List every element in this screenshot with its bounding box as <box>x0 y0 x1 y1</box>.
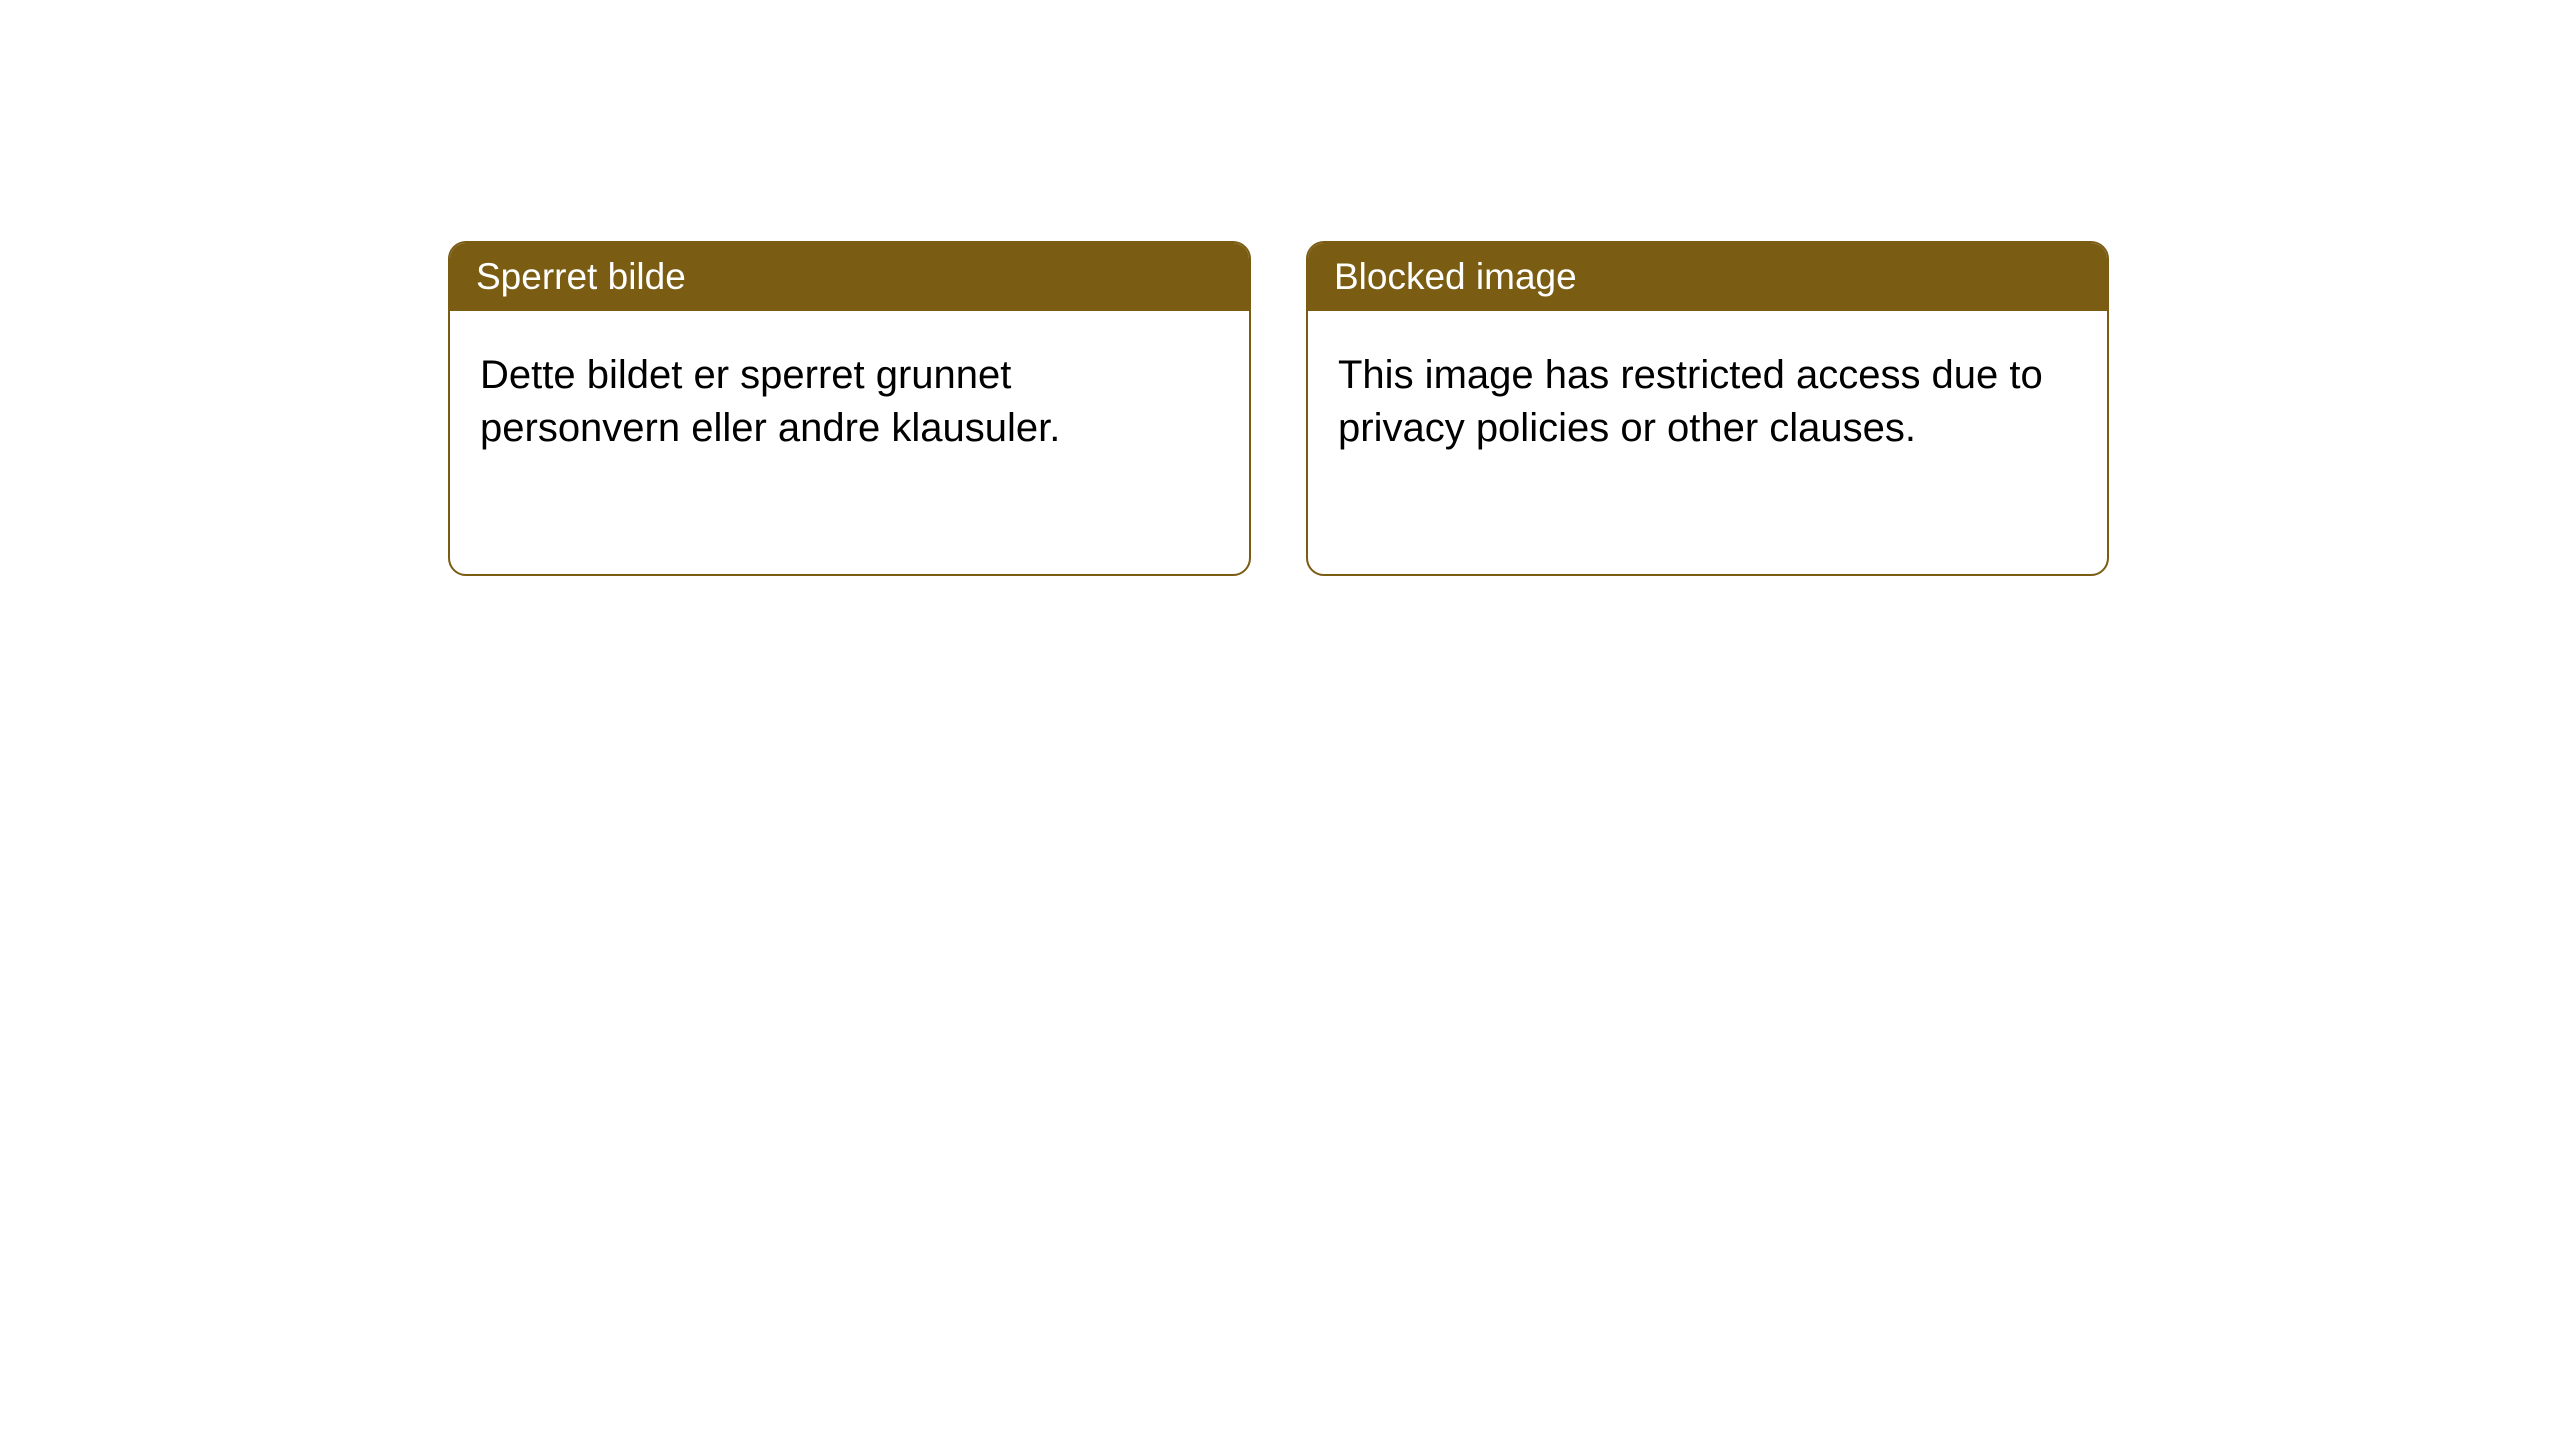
card-english: Blocked image This image has restricted … <box>1306 241 2109 576</box>
card-body-english: This image has restricted access due to … <box>1308 311 2107 493</box>
card-norwegian: Sperret bilde Dette bildet er sperret gr… <box>448 241 1251 576</box>
card-body-norwegian: Dette bildet er sperret grunnet personve… <box>450 311 1249 493</box>
card-body-text: This image has restricted access due to … <box>1338 353 2043 450</box>
card-header-english: Blocked image <box>1308 243 2107 311</box>
card-header-text: Sperret bilde <box>476 256 686 297</box>
card-body-text: Dette bildet er sperret grunnet personve… <box>480 353 1060 450</box>
card-header-norwegian: Sperret bilde <box>450 243 1249 311</box>
card-header-text: Blocked image <box>1334 256 1577 297</box>
blocked-image-notice-container: Sperret bilde Dette bildet er sperret gr… <box>448 241 2109 576</box>
